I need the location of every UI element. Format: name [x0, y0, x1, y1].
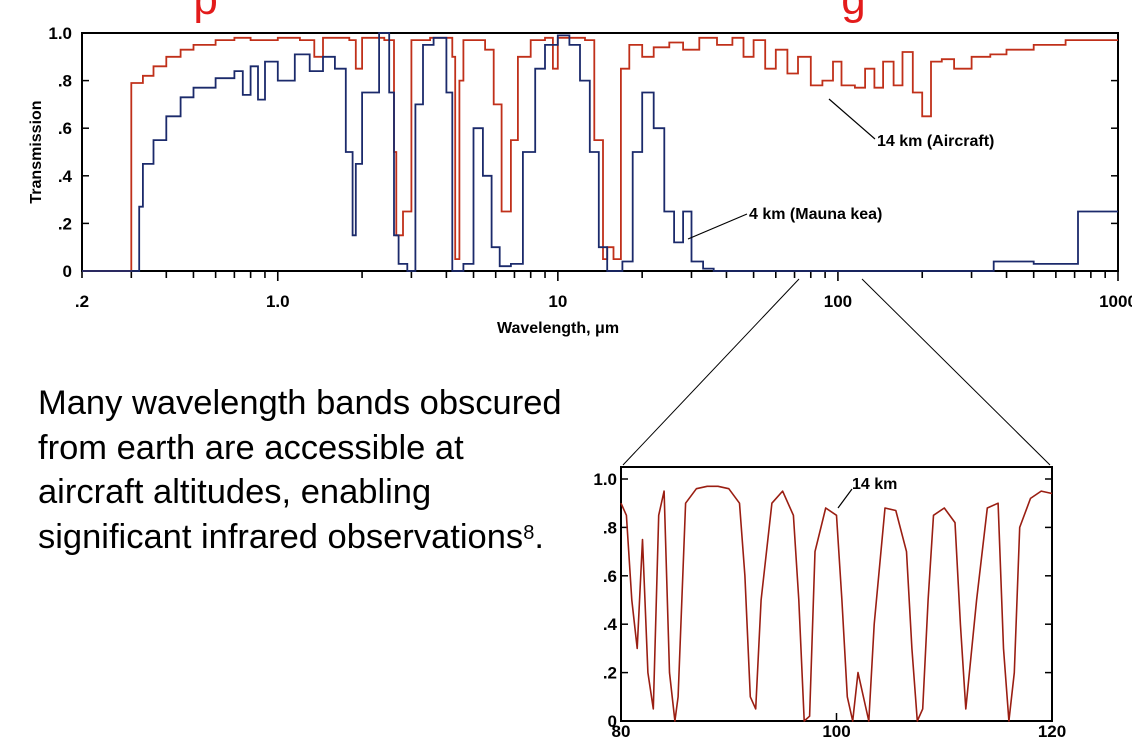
inset-y-tick-label: .8 — [603, 518, 617, 537]
inset-y-tick-label: .6 — [603, 567, 617, 586]
main-x-tick-label: .2 — [75, 292, 89, 311]
slide-title-partial: p g — [120, 0, 866, 24]
main-x-tick-label: 1.0 — [266, 292, 290, 311]
main-y-tick-label: 1.0 — [48, 24, 72, 43]
inset-y-axis: 0 .2 .4 .6 .8 1.0 — [593, 470, 1052, 731]
caption-footnote-ref: 8 — [523, 521, 535, 544]
inset-x-axis: 80 100 120 — [612, 713, 1066, 739]
mauna-annotation-leader — [687, 213, 748, 240]
inset-y-tick-label: 1.0 — [593, 470, 617, 489]
main-y-tick-label: .8 — [58, 72, 72, 91]
main-x-axis-label: Wavelength, μm — [497, 320, 619, 337]
main-y-axis-label: Transmission — [28, 100, 45, 203]
inset-y-tick-label: 0 — [608, 712, 617, 731]
inset-annotation: 14 km — [852, 476, 897, 493]
inset-annotation-leader — [837, 488, 853, 509]
inset-y-tick-label: .4 — [603, 615, 618, 634]
caption-end: . — [534, 517, 544, 556]
inset-x-tick-label: 80 — [612, 722, 631, 739]
inset-x-tick-label: 100 — [822, 722, 850, 739]
aircraft-14km-series — [82, 36, 1118, 272]
zoom-connector-right — [861, 278, 1051, 466]
main-x-tick-label: 100 — [824, 292, 852, 311]
main-plot-frame — [81, 32, 1119, 272]
inset-x-tick-label: 120 — [1038, 722, 1066, 739]
main-x-axis: .2 1.0 10 100 1000 — [75, 271, 1132, 311]
zoom-connector-left — [622, 278, 800, 466]
main-y-tick-label: .2 — [58, 214, 72, 233]
main-y-tick-label: .4 — [58, 167, 73, 186]
caption-text: Many wavelength bands obscured from eart… — [38, 384, 562, 556]
aircraft-annotation-leader — [828, 98, 876, 140]
inset-chart: 0 .2 .4 .6 .8 1.0 80 100 120 14 km — [593, 466, 1066, 739]
aircraft-annotation: 14 km (Aircraft) — [877, 133, 994, 150]
mauna-annotation: 4 km (Mauna kea) — [749, 206, 882, 223]
main-y-tick-label: .6 — [58, 119, 72, 138]
inset-14km-series — [620, 485, 1053, 722]
mauna-kea-4km-series — [82, 32, 1118, 272]
main-chart: 0.2.4.6.81.0 .21.0101001000 Transmission… — [28, 24, 1132, 337]
inset-y-tick-label: .2 — [603, 664, 617, 683]
main-x-tick-label: 10 — [548, 292, 567, 311]
inset-series-group — [620, 485, 1053, 722]
main-y-tick-label: 0 — [63, 262, 72, 281]
main-series-group — [82, 32, 1118, 272]
slide-caption: Many wavelength bands obscured from eart… — [38, 381, 578, 559]
main-x-tick-label: 1000 — [1099, 292, 1132, 311]
main-y-axis: 0 .2 .4 .6 .8 1.0 — [48, 24, 1118, 281]
